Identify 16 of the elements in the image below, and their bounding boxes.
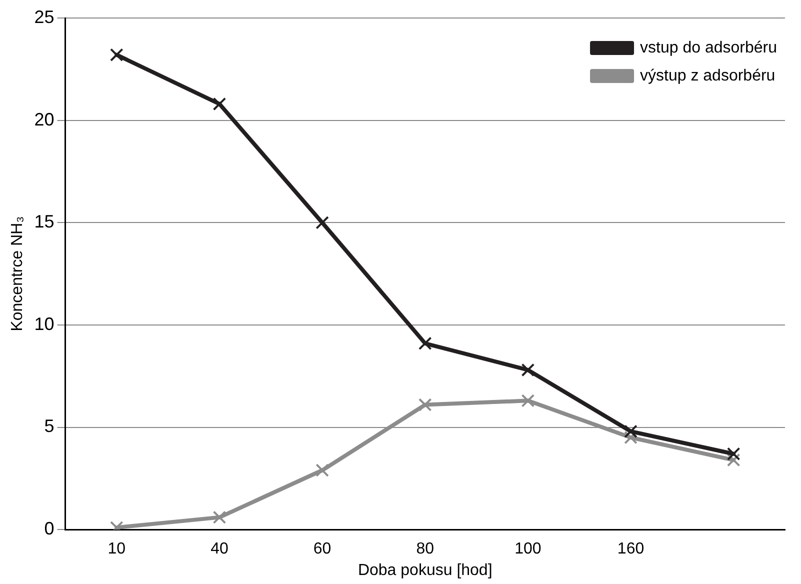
x-tick-label: 80 [416, 540, 434, 558]
y-tick-label: 0 [44, 518, 54, 539]
x-tick-label: 40 [210, 540, 228, 558]
legend-label: výstup z adsorbéru [640, 67, 776, 84]
x-tick-label: 60 [313, 540, 332, 558]
legend-label: vstup do adsorbéru [640, 39, 778, 56]
x-tick-label: 10 [108, 540, 126, 558]
x-tick-label: 160 [617, 540, 644, 558]
y-axis-title: Koncentrce NH₃ [9, 216, 26, 332]
y-tick-label: 20 [34, 109, 54, 130]
y-tick-label: 25 [34, 6, 54, 27]
x-axis-title: Doba pokusu [hod] [358, 562, 492, 579]
x-tick-label: 100 [514, 540, 542, 558]
y-tick-label: 15 [34, 212, 54, 232]
y-tick-label: 10 [34, 314, 54, 334]
y-tick-label: 5 [44, 416, 54, 436]
